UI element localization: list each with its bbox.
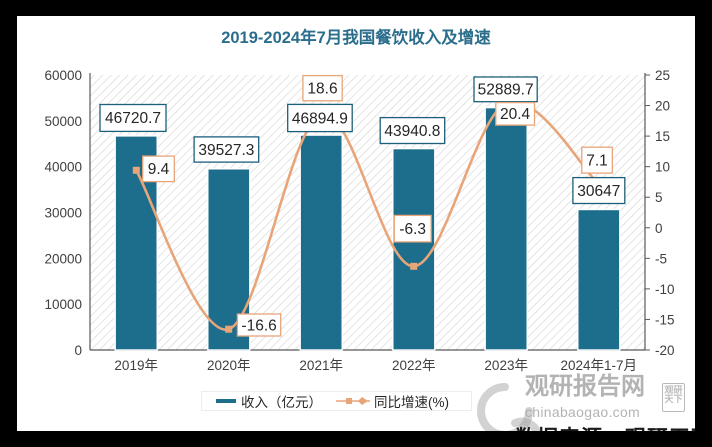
svg-text:-20: -20: [655, 343, 675, 358]
svg-text:30000: 30000: [44, 206, 82, 221]
svg-text:-5: -5: [655, 251, 667, 266]
svg-text:43940.8: 43940.8: [384, 123, 440, 140]
svg-text:10000: 10000: [44, 297, 82, 312]
svg-text:-16.6: -16.6: [241, 317, 276, 334]
svg-text:18.6: 18.6: [307, 81, 337, 98]
svg-text:2019年: 2019年: [114, 358, 158, 373]
svg-text:9.4: 9.4: [148, 161, 170, 178]
svg-text:0: 0: [655, 221, 663, 236]
svg-text:2022年: 2022年: [392, 358, 436, 373]
svg-text:46894.9: 46894.9: [292, 110, 348, 127]
svg-text:52889.7: 52889.7: [478, 82, 534, 99]
svg-text:-15: -15: [655, 312, 675, 327]
svg-text:50000: 50000: [44, 114, 82, 129]
svg-text:-6.3: -6.3: [399, 221, 426, 238]
svg-text:30647: 30647: [577, 183, 620, 200]
svg-text:60000: 60000: [44, 68, 82, 83]
svg-text:10: 10: [655, 160, 670, 175]
svg-text:20000: 20000: [44, 251, 82, 266]
svg-text:7.1: 7.1: [586, 152, 608, 169]
svg-text:20: 20: [655, 99, 670, 114]
svg-text:2023年: 2023年: [484, 358, 528, 373]
svg-text:40000: 40000: [44, 160, 82, 175]
svg-text:15: 15: [655, 129, 670, 144]
svg-text:2020年: 2020年: [207, 358, 251, 373]
svg-text:5: 5: [655, 190, 663, 205]
svg-text:25: 25: [655, 68, 670, 83]
svg-text:39527.3: 39527.3: [198, 142, 254, 159]
svg-text:-10: -10: [655, 282, 675, 297]
svg-text:2021年: 2021年: [299, 358, 343, 373]
svg-text:0: 0: [74, 343, 82, 358]
svg-text:20.4: 20.4: [500, 106, 531, 123]
svg-text:46720.7: 46720.7: [105, 110, 161, 127]
